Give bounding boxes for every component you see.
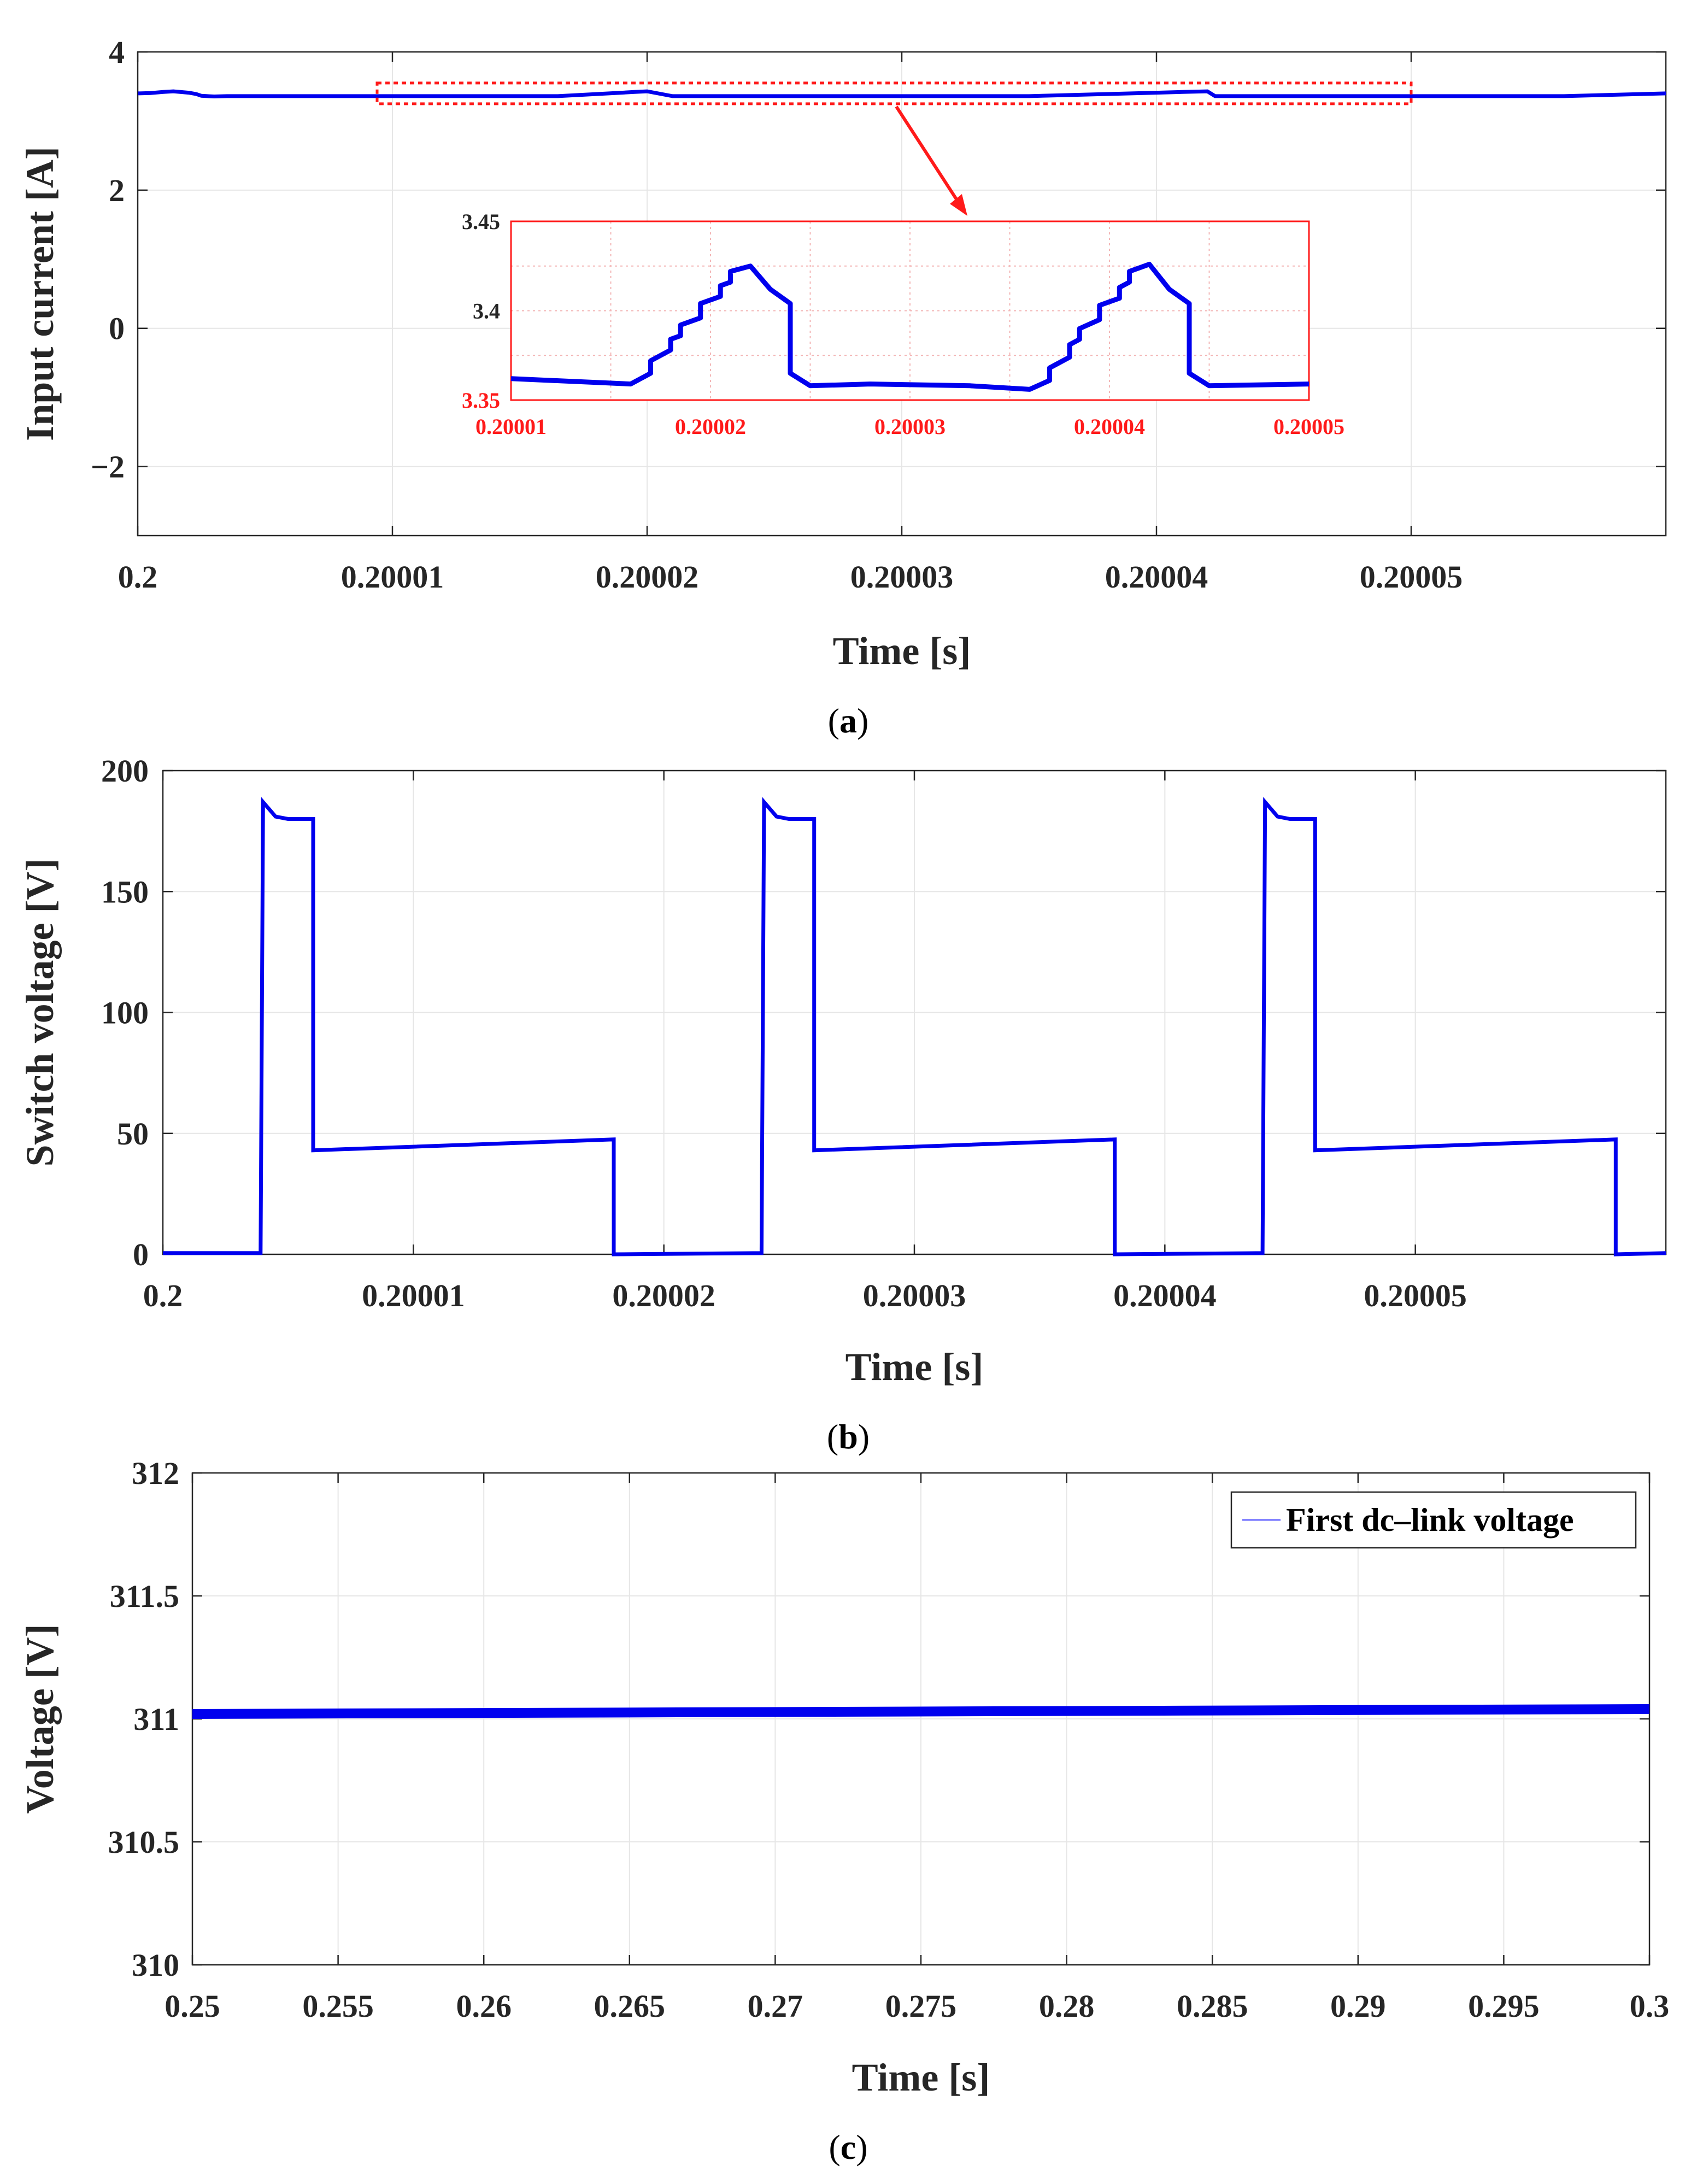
panel-caption: (c) [829,2128,867,2167]
x-tick-label: 0.285 [1177,1988,1248,2024]
inset-y-tick-label: 3.45 [462,209,500,234]
x-tick-label: 0.255 [302,1988,374,2024]
y-tick-label: 0 [133,1237,149,1272]
panel-c: 0.25 0.255 0.26 0.265 0.27 0.275 0.28 0.285 0.29… [18,1455,1669,2167]
x-tick-label: 0.20003 [863,1278,966,1313]
x-tick-label: 0.275 [885,1988,957,2024]
x-tick-label: 0.265 [594,1988,666,2024]
inset-y-tick-label: 3.4 [473,299,500,324]
legend-label: First dc–link voltage [1286,1502,1574,1538]
caption-open-paren: ( [829,2128,840,2167]
caption-letter: c [841,2128,856,2167]
y-tick-label: 311 [133,1701,179,1737]
x-tick-label: 0.26 [456,1988,512,2024]
caption-letter: a [839,701,857,740]
x-tick-label: 0.295 [1468,1988,1540,2024]
y-axis-label: Switch voltage [V] [18,859,62,1167]
inset-frame [510,220,1310,401]
legend-box [1230,1491,1637,1549]
x-tick-label: 0.20003 [850,559,954,595]
caption-open-paren: ( [828,701,839,740]
y-tick-label: 200 [101,753,149,789]
x-tick-label: 0.27 [748,1988,803,2024]
inset-x-tick-label: 0.20002 [675,414,746,439]
panel-caption: (b) [827,1417,870,1456]
x-tick-label: 0.20001 [362,1278,465,1313]
y-tick-label: 0 [109,311,125,347]
x-tick-label: 0.2 [143,1278,183,1313]
x-tick-label: 0.3 [1630,1988,1670,2024]
inset-x-tick-label: 0.20005 [1273,414,1344,439]
x-tick-label: 0.2 [118,559,158,595]
series-line-switch-voltage [163,797,1666,1257]
caption-letter: b [838,1417,858,1456]
caption-close-paren: ) [858,1417,870,1456]
x-tick-label: 0.20004 [1105,559,1208,595]
x-tick-label: 0.28 [1039,1988,1095,2024]
zoom-arrow [895,105,964,209]
y-tick-label: 2 [109,173,125,208]
inset-series-line [510,262,1310,392]
inset-y-tick-label: 3.35 [462,388,500,413]
series-band-dc-link-voltage [192,1704,1649,1719]
zoom-highlight-box [375,81,1413,105]
x-tick-label: 0.20002 [596,559,699,595]
x-tick-label: 0.20001 [341,559,444,595]
x-tick-label: 0.20002 [612,1278,715,1313]
x-axis-label: Time [s] [845,1345,984,1389]
x-tick-label: 0.20005 [1364,1278,1467,1313]
zoom-arrow-head [950,194,967,216]
y-tick-label: 310 [132,1947,179,1983]
y-tick-label: 100 [101,995,149,1031]
x-tick-label: 0.29 [1330,1988,1386,2024]
y-tick-label: −2 [91,449,125,485]
inset-x-tick-label: 0.20001 [475,414,547,439]
y-tick-label: 150 [101,874,149,909]
y-tick-label: 311.5 [110,1578,179,1614]
x-tick-label: 0.25 [165,1988,220,2024]
x-tick-label: 0.20005 [1360,559,1463,595]
caption-close-paren: ) [857,701,868,740]
y-tick-label: 50 [117,1116,149,1152]
series-line-input-current [138,89,1666,99]
inset-x-tick-label: 0.20004 [1074,414,1145,439]
y-axis-label: Input current [A] [18,146,62,441]
y-tick-label: 310.5 [108,1824,180,1860]
x-axis-label: Time [s] [833,629,971,673]
y-tick-label: 4 [109,34,125,70]
inset-x-tick-label: 0.20003 [874,414,946,439]
caption-close-paren: ) [856,2128,867,2167]
panel-b: 0.2 0.20001 0.20002 0.20003 0.20004 0.20005 0 5… [18,753,1667,1456]
x-tick-label: 0.20004 [1113,1278,1217,1313]
x-axis-label: Time [s] [852,2056,990,2099]
panel-caption: (a) [828,701,869,740]
y-tick-label: 312 [132,1455,179,1491]
caption-open-paren: ( [827,1417,838,1456]
y-axis-label: Voltage [V] [18,1624,62,1813]
panel-a: 0.2 0.20001 0.20002 0.20003 0.20004 0.20005 −2… [18,34,1667,740]
